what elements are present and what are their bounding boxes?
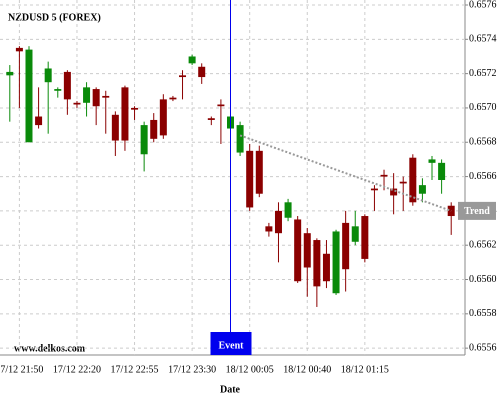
candle-body	[390, 188, 398, 196]
candle-body	[322, 253, 330, 282]
trend-line	[239, 134, 452, 212]
candle-body	[188, 56, 196, 64]
candle-body	[332, 231, 340, 294]
y-tick-label: 0.6558	[469, 308, 497, 319]
candle-body	[265, 226, 273, 232]
candle-body	[131, 107, 139, 110]
trend-label: Trend	[464, 206, 490, 217]
candle-body	[35, 116, 43, 126]
candle-body	[361, 216, 369, 259]
y-tick-label: 0.6572	[469, 68, 497, 79]
candle-body	[150, 119, 158, 139]
event-label: Event	[219, 340, 245, 351]
candle-body	[409, 157, 417, 203]
candle-body	[438, 162, 446, 180]
trend-label-box	[458, 201, 496, 220]
candle-body	[380, 174, 388, 177]
candle-body	[44, 68, 52, 83]
candle-body	[92, 89, 100, 107]
y-tick-label: 0.6562	[469, 239, 497, 250]
x-tick-label: 17/12 22:55	[111, 364, 159, 375]
candle-body	[246, 150, 254, 208]
x-tick-label: 18/12 00:05	[226, 364, 274, 375]
candle-body	[54, 89, 62, 91]
candle-body	[284, 202, 292, 218]
x-tick-label: 17/12 21:50	[0, 364, 43, 375]
y-tick-label: 0.6576	[469, 0, 497, 10]
candle-body	[217, 104, 225, 107]
candle-body	[274, 210, 282, 234]
candle-body	[140, 125, 148, 155]
candle-body	[303, 233, 311, 268]
y-tick-label: 0.6560	[469, 274, 497, 285]
candle-body	[63, 71, 71, 100]
candle-body	[111, 114, 119, 141]
y-tick-label: 0.6570	[469, 102, 497, 113]
candle-body	[236, 125, 244, 153]
candle-body	[351, 226, 359, 242]
candle-body	[159, 99, 167, 136]
y-tick-label: 0.6566	[469, 171, 497, 182]
candle-body	[121, 87, 129, 141]
candle-body	[6, 71, 14, 76]
chart-title: NZDUSD 5 (FOREX)	[8, 12, 101, 23]
x-axis-label: Date	[220, 384, 241, 395]
candle-body	[428, 159, 436, 163]
candle-body	[198, 66, 206, 78]
candle-body	[15, 47, 23, 52]
candle-body	[169, 97, 177, 100]
candle-body	[102, 95, 110, 98]
watermark: www.delkos.com	[14, 343, 86, 354]
y-tick-label: 0.6574	[469, 34, 497, 45]
candle-body	[255, 150, 263, 194]
candle-body	[342, 222, 350, 270]
x-tick-label: 17/12 23:30	[168, 364, 216, 375]
candle-body	[25, 49, 33, 143]
x-tick-label: 17/12 22:20	[53, 364, 101, 375]
candle-body	[73, 102, 81, 105]
candle-body	[399, 181, 407, 184]
candle-body	[370, 188, 378, 191]
event-label-box	[210, 332, 252, 355]
y-tick-label: 0.6556	[469, 342, 497, 353]
candle-body	[294, 219, 302, 282]
candle-body	[83, 87, 91, 103]
candle-body	[418, 185, 426, 194]
candle-body	[207, 118, 215, 120]
y-tick-label: 0.6568	[469, 137, 497, 148]
x-tick-label: 18/12 01:15	[341, 364, 389, 375]
candle-body	[313, 240, 321, 287]
x-tick-label: 18/12 00:40	[283, 364, 331, 375]
candle-body	[179, 75, 187, 78]
